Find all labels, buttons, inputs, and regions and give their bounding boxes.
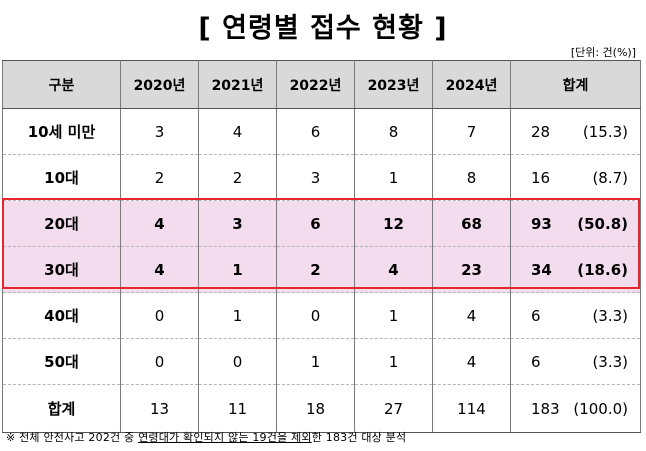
table-cell: 2 — [120, 154, 199, 201]
table-cell: 7 — [432, 108, 511, 155]
table-cell: 1 — [354, 292, 433, 339]
row-label: 40대 — [2, 292, 121, 339]
total-percent: (3.3) — [592, 352, 628, 371]
header-cell: 2022년 — [276, 60, 355, 109]
total-cell: 6 (3.3) — [510, 338, 641, 385]
table-total-row: 합계 13 11 18 27 114 183 (100.0) — [2, 384, 641, 433]
table-cell: 3 — [276, 154, 355, 201]
table-cell: 2 — [198, 154, 277, 201]
total-percent: (3.3) — [592, 306, 628, 325]
row-label: 20대 — [2, 200, 121, 247]
table-cell: 6 — [276, 108, 355, 155]
footnote: ※ 전체 안전사고 202건 중 연령대가 확인되지 않는 19건을 제외한 1… — [6, 429, 406, 445]
row-label: 50대 — [2, 338, 121, 385]
table-cell: 3 — [120, 108, 199, 155]
total-percent: (50.8) — [577, 214, 628, 233]
table-cell: 4 — [120, 200, 199, 247]
table-row: 40대 0 1 0 1 4 6 (3.3) — [2, 292, 641, 339]
table-row-highlighted: 20대 4 3 6 12 68 93 (50.8) — [2, 200, 641, 247]
table-cell: 4 — [432, 338, 511, 385]
table-cell: 1 — [198, 246, 277, 293]
table-cell: 114 — [432, 384, 511, 433]
table-cell: 4 — [432, 292, 511, 339]
table-header-row: 구분 2020년 2021년 2022년 2023년 2024년 합계 — [2, 60, 641, 109]
total-percent: (18.6) — [577, 260, 628, 279]
header-cell: 구분 — [2, 60, 121, 109]
table-cell: 8 — [432, 154, 511, 201]
table-row: 10대 2 2 3 1 8 16 (8.7) — [2, 154, 641, 201]
table-cell: 4 — [354, 246, 433, 293]
age-stats-table: 구분 2020년 2021년 2022년 2023년 2024년 합계 10세 … — [2, 60, 641, 433]
total-count: 28 — [531, 122, 551, 141]
footnote-prefix: ※ 전체 안전사고 202건 중 — [6, 431, 139, 444]
page-title: [ 연령별 접수 현황 ] — [198, 13, 448, 44]
row-label: 합계 — [2, 384, 121, 433]
total-count: 16 — [531, 168, 551, 187]
header-cell: 2023년 — [354, 60, 433, 109]
total-cell: 93 (50.8) — [510, 200, 641, 247]
total-cell: 28 (15.3) — [510, 108, 641, 155]
table-cell: 6 — [276, 200, 355, 247]
table-cell: 1 — [354, 154, 433, 201]
footnote-suffix: 한 183건 대상 분석 — [311, 431, 407, 444]
row-label: 10대 — [2, 154, 121, 201]
table-row: 10세 미만 3 4 6 8 7 28 (15.3) — [2, 108, 641, 155]
total-percent: (8.7) — [592, 168, 628, 187]
total-count: 93 — [531, 214, 552, 233]
header-cell: 2024년 — [432, 60, 511, 109]
header-cell: 합계 — [510, 60, 641, 109]
total-count: 183 — [531, 399, 560, 418]
table-cell: 27 — [354, 384, 433, 433]
table-cell: 12 — [354, 200, 433, 247]
table-cell: 1 — [198, 292, 277, 339]
table-cell: 13 — [120, 384, 199, 433]
table-cell: 4 — [120, 246, 199, 293]
table-cell: 4 — [198, 108, 277, 155]
table-cell: 1 — [354, 338, 433, 385]
total-count: 6 — [531, 306, 541, 325]
total-percent: (100.0) — [573, 399, 628, 418]
table-cell: 11 — [198, 384, 277, 433]
table-cell: 23 — [432, 246, 511, 293]
table-cell: 0 — [276, 292, 355, 339]
total-cell: 183 (100.0) — [510, 384, 641, 433]
total-cell: 16 (8.7) — [510, 154, 641, 201]
total-percent: (15.3) — [582, 122, 628, 141]
row-label: 10세 미만 — [2, 108, 121, 155]
total-cell: 6 (3.3) — [510, 292, 641, 339]
table-cell: 18 — [276, 384, 355, 433]
row-label: 30대 — [2, 246, 121, 293]
header-cell: 2020년 — [120, 60, 199, 109]
table-row-highlighted: 30대 4 1 2 4 23 34 (18.6) — [2, 246, 641, 293]
table-cell: 3 — [198, 200, 277, 247]
footnote-underlined: 연령대가 확인되지 않는 19건을 제외 — [138, 431, 312, 444]
total-count: 34 — [531, 260, 552, 279]
table-cell: 0 — [120, 338, 199, 385]
table-cell: 8 — [354, 108, 433, 155]
table-row: 50대 0 0 1 1 4 6 (3.3) — [2, 338, 641, 385]
total-cell: 34 (18.6) — [510, 246, 641, 293]
header-cell: 2021년 — [198, 60, 277, 109]
total-count: 6 — [531, 352, 541, 371]
table-cell: 0 — [198, 338, 277, 385]
table-cell: 1 — [276, 338, 355, 385]
table-cell: 68 — [432, 200, 511, 247]
table-cell: 2 — [276, 246, 355, 293]
unit-label: [단위: 건(%)] — [570, 46, 636, 59]
table-cell: 0 — [120, 292, 199, 339]
